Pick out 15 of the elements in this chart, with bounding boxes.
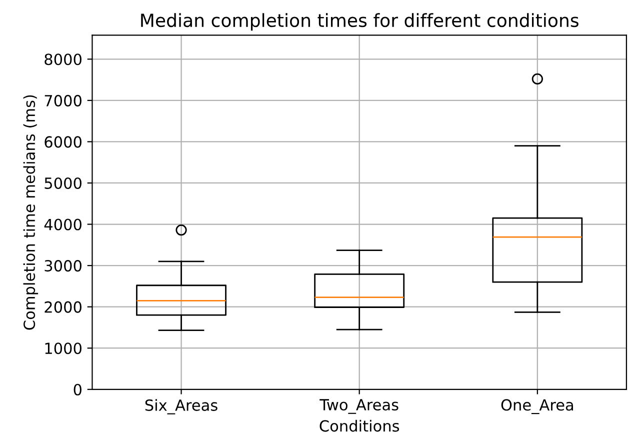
chart-title: Median completion times for different conditions: [141, 13, 578, 31]
y-tick-label: 8000: [44, 54, 82, 66]
y-tick-label: 4000: [44, 218, 82, 230]
x-axis-title: Conditions: [320, 420, 400, 432]
y-tick-label: 5000: [44, 177, 82, 190]
x-tick-label: Two_Areas: [320, 399, 398, 414]
x-tick-label: One_Area: [501, 399, 573, 414]
y-tick-label: 3000: [44, 260, 82, 272]
y-tick-label: 1000: [45, 342, 82, 354]
y-tick-label: 2000: [44, 301, 82, 313]
y-tick-label: 6000: [44, 136, 82, 148]
y-axis-title: Completion time medians (ms): [23, 95, 38, 330]
y-tick-label: 7000: [44, 94, 82, 106]
y-tick-label: 0: [74, 384, 82, 396]
x-tick-label: Six_Areas: [145, 399, 218, 414]
